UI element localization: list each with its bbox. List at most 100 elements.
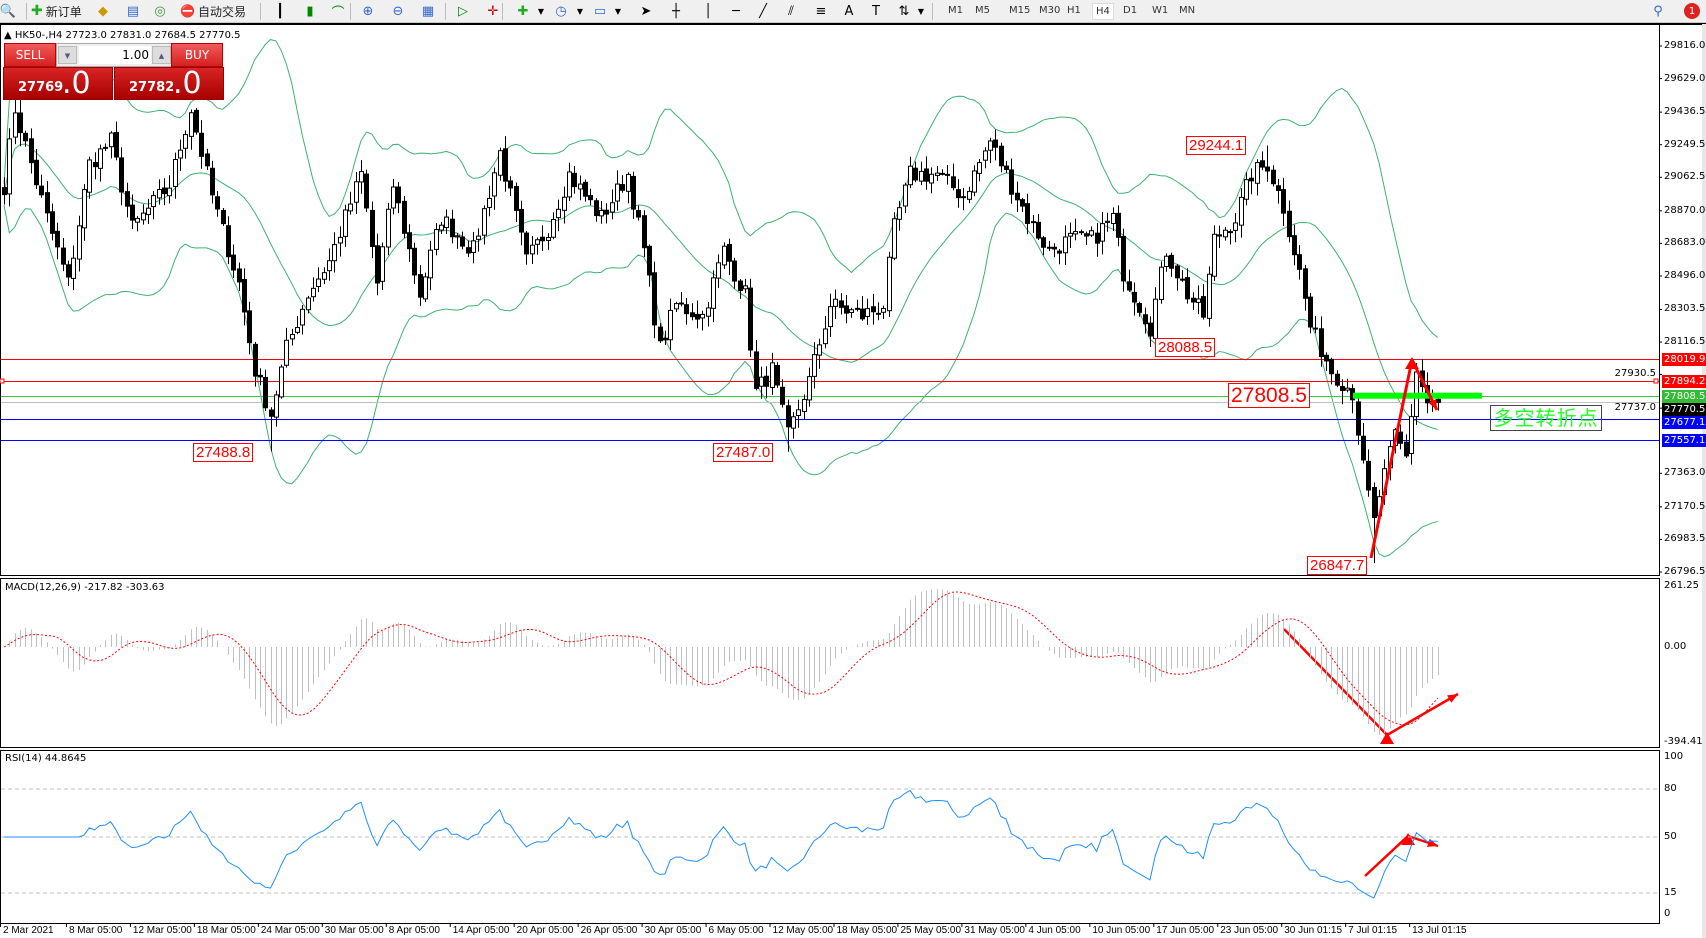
candle-bullish <box>354 181 359 203</box>
timeframe-m15[interactable]: M15 <box>1009 5 1031 16</box>
lot-decrease-icon[interactable]: ▼ <box>58 46 77 64</box>
timeframe-m1[interactable]: M1 <box>948 5 963 16</box>
signals-icon[interactable]: ◎ <box>154 3 166 19</box>
notification-badge[interactable]: 1 <box>1684 3 1700 19</box>
candle-bearish <box>754 351 759 389</box>
cursor-icon[interactable]: ➤ <box>640 3 652 19</box>
new-order-button[interactable]: ✚ 新订单 <box>31 2 82 20</box>
candle-bearish <box>407 232 412 250</box>
price-label-pivot[interactable]: 27808.5 <box>1228 383 1310 408</box>
sell-price-box[interactable]: 27769 .0 <box>3 66 113 101</box>
candle-bearish <box>1132 291 1137 303</box>
annotation-text-box[interactable]: 多空转折点 <box>1490 405 1602 431</box>
market-watch-icon[interactable]: ▤ <box>126 3 140 19</box>
text-label-icon[interactable]: T <box>872 3 880 19</box>
candle-bullish <box>796 409 801 416</box>
candlestick-icon[interactable]: ▮ <box>306 3 314 19</box>
text-icon[interactable]: A <box>844 3 854 19</box>
line-chart-icon[interactable]: ⌒ <box>331 5 345 21</box>
templates-icon[interactable]: ▭ <box>593 3 607 19</box>
price-label-high[interactable]: 29244.1 <box>1186 136 1247 155</box>
candle-bearish <box>647 245 652 276</box>
buy-price-box[interactable]: 27782 .0 <box>114 66 224 101</box>
dropdown-arrow-icon[interactable]: ▼ <box>614 6 622 16</box>
lot-size-stepper[interactable]: ▼ ▲ <box>56 43 173 67</box>
search-icon[interactable]: ⚲ <box>1653 3 1663 19</box>
price-axis-label: 29436.5 <box>1664 106 1706 118</box>
timeframe-d1[interactable]: D1 <box>1123 5 1138 16</box>
zoom-in-icon[interactable]: ⊕ <box>362 3 374 19</box>
candle-bullish <box>327 260 332 272</box>
price-label[interactable]: 27488.8 <box>193 443 254 462</box>
candle-bullish <box>807 376 812 401</box>
candle-bullish <box>359 171 364 183</box>
price-label[interactable]: 27487.0 <box>713 443 774 462</box>
candle-bearish <box>1180 278 1185 281</box>
dropdown-arrow-icon[interactable]: ▼ <box>537 6 545 16</box>
price-label-low[interactable]: 26847.7 <box>1307 556 1368 575</box>
time-axis-label: 8 Mar 05:00 <box>68 925 123 936</box>
price-level-tag[interactable]: 27770.5 <box>1662 402 1706 416</box>
rsi-axis-label: 15 <box>1664 887 1677 898</box>
candle-bearish <box>1335 373 1340 386</box>
fibonacci-icon[interactable]: ≡ <box>815 3 827 19</box>
lot-size-input[interactable] <box>79 46 151 64</box>
timeframe-h4[interactable]: H4 <box>1092 3 1114 20</box>
chart-shift-icon[interactable]: ▷ <box>458 3 468 19</box>
price-level-tag[interactable]: 28019.9 <box>1662 352 1706 366</box>
magnifier-icon[interactable]: 🔍 <box>0 3 17 19</box>
candle-bearish <box>269 409 274 417</box>
zoom-out-icon[interactable]: ⊖ <box>392 3 404 19</box>
dropdown-arrow-icon[interactable]: ▼ <box>917 6 925 16</box>
time-axis-label: 30 Mar 05:00 <box>324 925 384 936</box>
price-level-tag[interactable]: 27894.2 <box>1662 374 1706 388</box>
price-level-tag[interactable]: 27557.1 <box>1662 433 1706 447</box>
dropdown-arrow-icon[interactable]: ▼ <box>576 6 584 16</box>
buy-button[interactable]: BUY <box>171 43 223 67</box>
time-axis-label: 18 Mar 05:00 <box>196 925 256 936</box>
candle-bullish <box>109 132 114 148</box>
trendline-icon[interactable]: ╱ <box>759 3 767 19</box>
timeframe-h1[interactable]: H1 <box>1067 5 1081 16</box>
candle-bullish <box>711 277 716 309</box>
candle-bearish <box>775 364 780 386</box>
timeframe-m30[interactable]: M30 <box>1039 5 1061 16</box>
toolbar-divider <box>502 3 503 20</box>
lot-increase-icon[interactable]: ▲ <box>152 46 171 64</box>
candle-bearish <box>961 196 966 199</box>
vertical-line-icon[interactable]: │ <box>704 3 712 19</box>
candle-bearish <box>786 405 791 428</box>
candle-bullish <box>1244 179 1249 200</box>
horizontal-line-icon[interactable]: ─ <box>732 3 740 19</box>
candle-bearish <box>45 192 50 214</box>
candle-bullish <box>322 272 327 280</box>
candle-bearish <box>924 168 929 182</box>
crosshair-icon[interactable]: ┼ <box>672 3 680 19</box>
price-label[interactable]: 28088.5 <box>1155 338 1216 357</box>
bar-chart-icon[interactable]: ┃ <box>276 3 284 19</box>
metaeditor-icon[interactable]: ◆ <box>98 3 108 19</box>
arrows-icon[interactable]: ⇅ <box>898 3 910 19</box>
indicators-icon[interactable]: ✚ <box>517 3 529 19</box>
tile-windows-icon[interactable]: ▦ <box>421 3 435 19</box>
price-level-tag[interactable]: 27808.5 <box>1662 389 1706 403</box>
symbol-ohlc: HK50-,H4 27723.0 27831.0 27684.5 27770.5 <box>14 30 241 41</box>
candle-bearish <box>514 185 519 211</box>
periods-clock-icon[interactable]: ◷ <box>555 3 567 19</box>
candle-bearish <box>205 153 210 167</box>
auto-trading-button[interactable]: ⛔ 自动交易 <box>180 2 246 20</box>
equidistant-channel-icon[interactable]: ⫽ <box>788 3 794 19</box>
candle-bullish <box>82 189 87 229</box>
timeframe-w1[interactable]: W1 <box>1152 5 1169 16</box>
price-axis-label: 29629.0 <box>1664 72 1706 84</box>
timeframe-mn[interactable]: MN <box>1179 5 1196 16</box>
price-level-tag[interactable]: 27677.1 <box>1662 415 1706 429</box>
sell-button[interactable]: SELL <box>4 43 56 67</box>
autoscroll-icon[interactable]: ✛ <box>487 3 499 19</box>
candle-bearish <box>1025 203 1030 224</box>
price-axis-label: 28303.5 <box>1664 303 1706 315</box>
trend-arrow-main <box>1369 358 1439 559</box>
trend-arrow-rsi-peak <box>1401 833 1415 845</box>
timeframe-m5[interactable]: M5 <box>975 5 990 16</box>
